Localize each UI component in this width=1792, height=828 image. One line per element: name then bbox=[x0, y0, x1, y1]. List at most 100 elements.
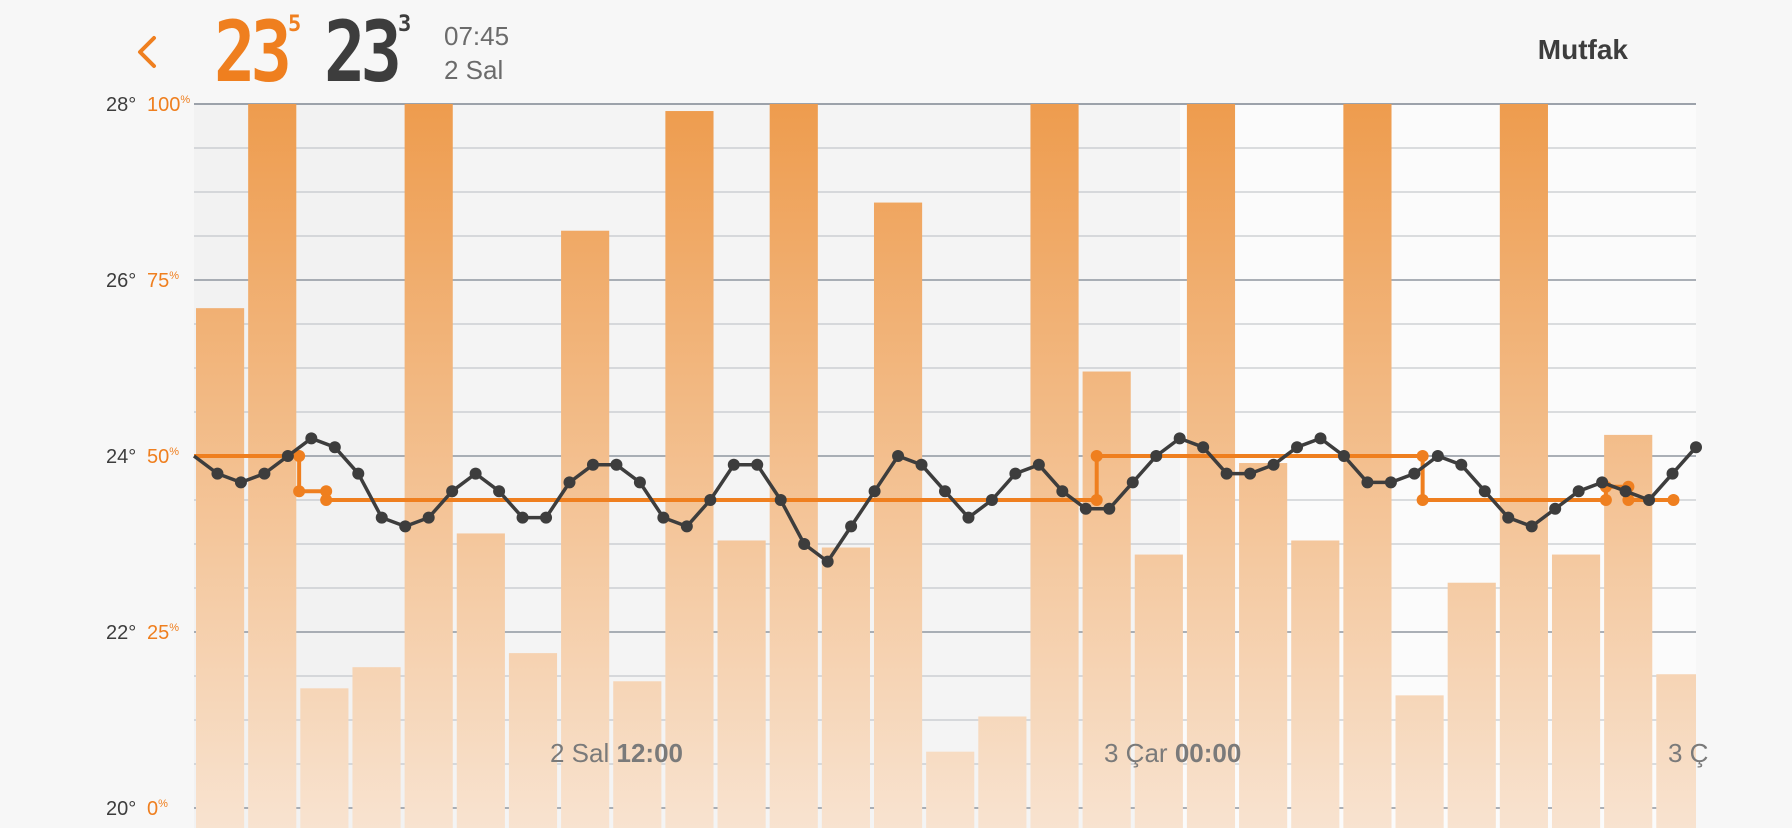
measured-temperature-point bbox=[305, 432, 318, 445]
y-axis-humidity-value: 50 bbox=[147, 446, 169, 468]
measured-temperature-point bbox=[352, 467, 365, 480]
measured-temperature-point bbox=[1220, 467, 1233, 480]
measured-temperature-point bbox=[1408, 467, 1421, 480]
y-axis-humidity-label: 50% bbox=[147, 446, 179, 468]
measured-temperature-point bbox=[727, 458, 740, 471]
measured-temperature-point bbox=[1666, 467, 1679, 480]
humidity-bar bbox=[1082, 371, 1131, 828]
humidity-bar bbox=[926, 751, 975, 828]
measured-temperature-point bbox=[258, 467, 271, 480]
humidity-bar bbox=[404, 104, 453, 828]
humidity-bar bbox=[978, 716, 1027, 828]
y-axis-humidity-value: 25 bbox=[147, 622, 169, 644]
x-axis-label-time: 12:00 bbox=[617, 738, 684, 768]
setpoint-point bbox=[293, 450, 306, 462]
measured-temperature-point bbox=[1690, 441, 1702, 454]
measured-temperature-point bbox=[1596, 476, 1609, 489]
y-axis-humidity-unit: % bbox=[158, 798, 168, 810]
measured-temperature-point bbox=[1126, 476, 1139, 489]
humidity-bar bbox=[821, 547, 870, 828]
measured-temperature-point bbox=[493, 485, 506, 498]
humidity-bar bbox=[1395, 695, 1444, 828]
measured-temperature-point bbox=[1291, 441, 1304, 454]
current-temperature-decimal: 5 bbox=[288, 12, 302, 37]
humidity-bar bbox=[613, 681, 662, 828]
measured-temperature-point bbox=[281, 450, 294, 462]
measured-temperature-point bbox=[375, 511, 388, 524]
measured-temperature-point bbox=[422, 511, 435, 524]
measured-temperature-point bbox=[1173, 432, 1186, 445]
measured-temperature-point bbox=[1361, 476, 1374, 489]
y-axis-humidity-unit: % bbox=[180, 94, 190, 106]
measured-temperature-point bbox=[985, 494, 998, 506]
measured-temperature-point bbox=[774, 494, 787, 506]
measured-temperature-point bbox=[680, 520, 693, 533]
y-axis-temp-label: 24° bbox=[106, 446, 136, 468]
measured-temperature-point bbox=[821, 555, 834, 568]
setpoint-point bbox=[320, 485, 333, 498]
humidity-bar bbox=[1291, 540, 1340, 828]
measured-temperature-point bbox=[1384, 476, 1397, 489]
measured-temperature-point bbox=[234, 476, 247, 489]
measured-temperature-point bbox=[1502, 511, 1515, 524]
measured-temperature-point bbox=[1079, 502, 1092, 515]
measured-temperature-point bbox=[1478, 485, 1491, 498]
measured-temperature-point bbox=[1103, 502, 1116, 515]
measured-temperature-point bbox=[633, 476, 646, 489]
measured-temperature-point bbox=[1337, 450, 1350, 462]
humidity-bar bbox=[456, 533, 505, 828]
measured-temperature-point bbox=[1431, 450, 1444, 462]
y-axis-humidity-label: 25% bbox=[147, 622, 179, 644]
measured-temperature-point bbox=[1549, 502, 1562, 515]
humidity-bar bbox=[873, 202, 923, 828]
y-axis-humidity-label: 0% bbox=[147, 798, 168, 820]
y-axis-humidity-value: 0 bbox=[147, 798, 158, 820]
measured-temperature-point bbox=[892, 450, 905, 462]
humidity-bar bbox=[665, 111, 714, 828]
measured-temperature-point bbox=[1525, 520, 1538, 533]
y-axis-humidity-label: 75% bbox=[147, 270, 179, 292]
measured-temperature-point bbox=[1197, 441, 1210, 454]
humidity-bar bbox=[300, 688, 349, 828]
x-axis-label-day: 3 Ç bbox=[1668, 738, 1708, 768]
room-name: Mutfak bbox=[1537, 34, 1628, 65]
measured-temperature-point bbox=[1455, 458, 1468, 471]
y-axis-humidity-unit: % bbox=[169, 446, 179, 458]
y-axis-humidity-value: 100 bbox=[147, 94, 180, 116]
y-axis-temp-label: 20° bbox=[106, 798, 136, 820]
x-axis-label-time: 00:00 bbox=[1175, 738, 1242, 768]
measured-temperature-point bbox=[469, 467, 482, 480]
humidity-bar bbox=[196, 308, 245, 828]
current-date: 2 Sal bbox=[444, 55, 504, 85]
measured-temperature-point bbox=[962, 511, 975, 524]
humidity-bar bbox=[1499, 104, 1548, 828]
measured-temperature-point bbox=[516, 511, 529, 524]
setpoint-point bbox=[1090, 450, 1103, 462]
x-axis-label: 2 Sal 12:00 bbox=[550, 738, 683, 768]
humidity-bar bbox=[1656, 674, 1696, 828]
measured-temperature-point bbox=[1009, 467, 1022, 480]
setpoint-point bbox=[1599, 494, 1612, 506]
x-axis-label-day: 3 Çar bbox=[1104, 738, 1175, 768]
chevron-left-icon bbox=[138, 36, 156, 68]
x-axis-label: 3 Çar 00:00 bbox=[1104, 738, 1241, 768]
humidity-bar bbox=[1186, 104, 1236, 828]
x-axis-label: 3 Ç bbox=[1668, 738, 1708, 768]
measured-temperature-point bbox=[845, 520, 858, 533]
measured-temperature-point bbox=[868, 485, 881, 498]
back-button[interactable] bbox=[128, 28, 168, 76]
measured-temperature-point bbox=[1056, 485, 1069, 498]
y-axis-humidity-unit: % bbox=[169, 622, 179, 634]
measured-temperature-point bbox=[540, 511, 553, 524]
humidity-bar bbox=[1134, 554, 1183, 828]
y-axis-temp-label: 22° bbox=[106, 622, 136, 644]
measured-temperature-point bbox=[328, 441, 341, 454]
y-axis-temp-label: 26° bbox=[106, 270, 136, 292]
measured-temperature-point bbox=[657, 511, 670, 524]
measured-temperature-point bbox=[1643, 494, 1656, 506]
y-axis-humidity-label: 100% bbox=[147, 94, 190, 116]
current-temperature: 23 bbox=[214, 3, 292, 101]
header: 23 5 23 3 07:45 2 Sal Mutfak bbox=[0, 0, 1792, 100]
measured-temperature-point bbox=[1572, 485, 1585, 498]
